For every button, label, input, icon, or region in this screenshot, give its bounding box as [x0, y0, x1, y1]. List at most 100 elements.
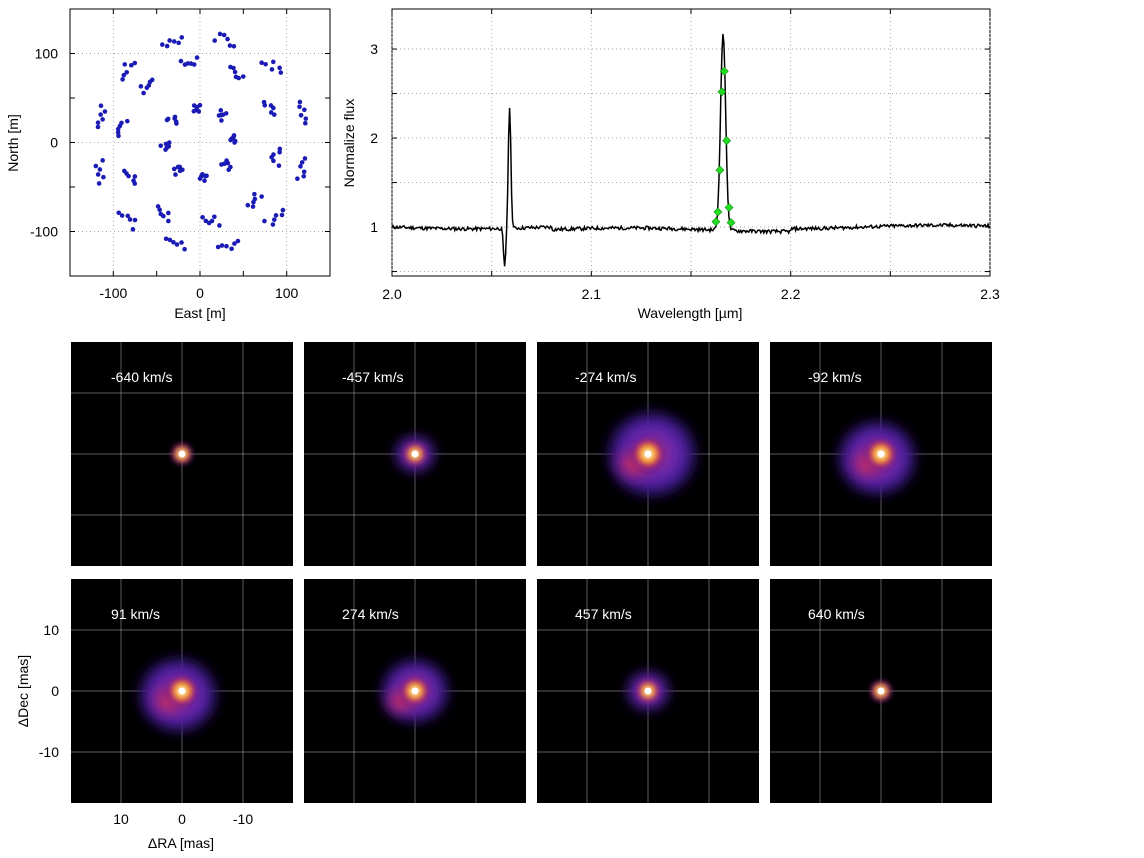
uv-point — [231, 43, 237, 49]
channel-marker — [726, 218, 736, 228]
x-tick-label: 2.2 — [781, 286, 801, 302]
source-peak — [877, 450, 885, 458]
uv-point — [215, 244, 221, 250]
uv-point — [147, 79, 153, 85]
array-plot-points — [93, 31, 309, 252]
uv-point — [228, 64, 233, 70]
uv-point — [174, 242, 180, 247]
uv-point — [232, 69, 238, 75]
uv-point — [95, 172, 101, 177]
uv-point — [132, 60, 138, 66]
uv-point — [218, 108, 224, 113]
channel-marker — [717, 87, 727, 97]
spectrum-plot: 2.0 2.1 2.2 2.3 1 2 3 Wavelength [µm] Normaliz… — [341, 8, 1000, 321]
uv-point — [270, 59, 276, 65]
spectrum-ticks: 2.0 2.1 2.2 2.3 1 2 3 — [370, 9, 1000, 302]
x-tick-label: 2.1 — [582, 286, 602, 302]
uv-point — [259, 60, 264, 66]
uv-point — [121, 72, 127, 78]
channel-marker — [724, 203, 734, 212]
dec-tick-label: -10 — [39, 744, 59, 760]
uv-point — [273, 213, 279, 218]
uv-point — [157, 207, 162, 213]
uv-point — [301, 169, 307, 175]
channel-marker — [713, 207, 723, 217]
uv-point — [122, 62, 128, 67]
uv-point — [120, 77, 125, 82]
uv-point — [202, 178, 207, 184]
uv-point — [228, 164, 233, 170]
uv-point — [100, 158, 105, 163]
y-tick-label: 2 — [370, 130, 378, 146]
y-tick-label: 3 — [370, 41, 378, 57]
uv-point — [141, 90, 146, 96]
uv-point — [303, 120, 308, 126]
velocity-label: 457 km/s — [575, 606, 632, 622]
uv-point — [124, 118, 130, 124]
uv-point — [115, 130, 121, 135]
uv-point — [217, 31, 223, 37]
uv-point — [171, 166, 177, 172]
uv-point — [272, 217, 277, 222]
channel-map-panel: 640 km/s — [770, 579, 992, 803]
uv-point — [232, 241, 237, 246]
uv-point — [101, 174, 106, 180]
spectrum-channel-markers — [711, 66, 736, 228]
channel-map-panel: 91 km/s — [71, 579, 293, 803]
channel-map-panel: 274 km/s — [304, 579, 526, 803]
velocity-label: -457 km/s — [342, 369, 403, 385]
channel-map-panel: -92 km/s — [770, 342, 992, 566]
spectrum-grid — [391, 9, 991, 276]
uv-point — [166, 218, 171, 224]
channel-map-axes: ΔRA [mas] ΔDec [mas] 10 0 -10 10 0 -10 — [15, 622, 253, 851]
source-peak — [644, 450, 652, 458]
uv-point — [160, 42, 165, 47]
channel-map-panel: -274 km/s — [537, 342, 759, 566]
uv-point — [222, 161, 227, 167]
spectrum-ylabel: Normalize flux — [341, 99, 357, 188]
uv-point — [229, 246, 234, 252]
velocity-label: -92 km/s — [808, 369, 862, 385]
source-peak — [411, 687, 419, 695]
uv-point — [124, 69, 130, 75]
x-tick-label: 100 — [275, 285, 299, 301]
uv-point — [216, 113, 222, 118]
uv-point — [132, 174, 138, 179]
velocity-label: 91 km/s — [111, 606, 160, 622]
uv-point — [262, 218, 267, 224]
uv-point — [279, 212, 285, 218]
x-tick-label: 2.0 — [382, 286, 402, 302]
uv-point — [176, 40, 181, 46]
uv-point — [277, 149, 282, 155]
uv-point — [297, 104, 302, 110]
array-layout-plot: -100 -100 0 0 100 100 East [m] North [m] — [5, 8, 331, 321]
uv-point — [194, 55, 200, 60]
uv-point — [221, 32, 227, 38]
uv-point — [167, 38, 172, 43]
uv-point — [115, 126, 121, 132]
uv-point — [271, 152, 276, 157]
uv-point — [138, 84, 144, 89]
uv-point — [245, 202, 251, 208]
uv-point — [179, 240, 184, 245]
uv-point — [278, 70, 284, 75]
channel-map-panel: -457 km/s — [304, 342, 526, 566]
uv-point — [217, 223, 222, 228]
uv-point — [102, 109, 108, 114]
uv-point — [212, 214, 217, 220]
source-peak — [178, 687, 186, 695]
uv-point — [277, 65, 282, 71]
uv-point — [182, 62, 188, 67]
uv-point — [132, 181, 138, 186]
uv-point — [163, 236, 169, 242]
source-peak — [411, 450, 419, 458]
uv-point — [200, 214, 205, 220]
uv-point — [252, 191, 257, 197]
uv-point — [204, 173, 209, 179]
uv-point — [174, 121, 179, 126]
uv-point — [261, 99, 267, 105]
uv-point — [95, 124, 101, 130]
uv-point — [268, 103, 274, 108]
uv-point — [268, 110, 274, 115]
uv-point — [144, 85, 150, 91]
